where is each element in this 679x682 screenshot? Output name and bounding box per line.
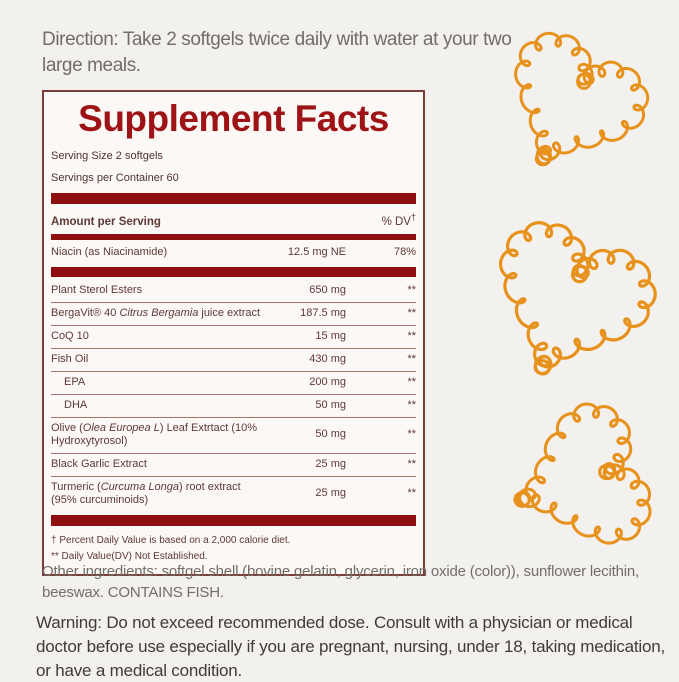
ingredient-name: BergaVit® 40 Citrus Bergamia juice extra… — [51, 306, 261, 319]
ingredient-amount: 650 mg — [309, 283, 346, 296]
ingredient-dv: ** — [407, 283, 416, 296]
table-row: DHA 50 mg ** — [51, 393, 416, 417]
ingredient-amount: 12.5 mg NE — [287, 245, 346, 258]
ingredient-name: Fish Oil — [51, 352, 89, 365]
table-row: Fish Oil 430 mg ** — [51, 347, 416, 371]
ingredient-amount: 50 mg — [315, 398, 346, 411]
divider-bar — [51, 193, 416, 204]
ingredient-dv: 78% — [393, 245, 416, 258]
curly-heart-icon — [499, 221, 657, 376]
ingredient-rows: Plant Sterol Esters 650 mg ** BergaVit® 40 … — [51, 280, 416, 512]
table-row: Black Garlic Extract 25 mg ** — [51, 452, 416, 476]
ingredient-amount: 430 mg — [309, 352, 346, 365]
amount-per-serving-label: Amount per Serving — [51, 215, 161, 228]
ingredient-name: Plant Sterol Esters — [51, 283, 143, 296]
ingredient-dv: ** — [407, 329, 416, 342]
table-row: Turmeric (Curcuma Longa) root extract (95… — [51, 475, 416, 512]
ingredient-name: Niacin (as Niacinamide) — [51, 245, 168, 258]
table-row: Niacin (as Niacinamide) 12.5 mg NE 78% — [51, 242, 416, 264]
supplement-facts-panel: Supplement Facts Serving Size 2 softgels… — [42, 90, 425, 576]
table-row: EPA 200 mg ** — [51, 370, 416, 394]
divider-bar — [51, 514, 416, 526]
warning-text: Warning: Do not exceed recommended dose.… — [36, 613, 665, 680]
ingredient-dv: ** — [407, 487, 416, 500]
servings-per-container: Servings per Container 60 — [51, 172, 179, 184]
ingredient-dv: ** — [407, 428, 416, 441]
ingredient-dv: ** — [407, 375, 416, 388]
table-row: Plant Sterol Esters 650 mg ** — [51, 280, 416, 302]
ingredient-dv: ** — [407, 398, 416, 411]
dagger-symbol: † — [410, 212, 416, 222]
table-row: CoQ 10 15 mg ** — [51, 324, 416, 348]
ingredient-name: Turmeric (Curcuma Longa) root extract (95… — [51, 480, 241, 506]
ingredient-amount: 50 mg — [315, 428, 346, 441]
ingredient-amount: 15 mg — [315, 329, 346, 342]
ingredient-dv: ** — [407, 352, 416, 365]
ingredient-name: Black Garlic Extract — [51, 457, 147, 470]
table-header-row: Amount per Serving % DV† — [51, 207, 416, 232]
niacin-row-container: Niacin (as Niacinamide) 12.5 mg NE 78% — [51, 242, 416, 264]
ingredient-name: CoQ 10 — [51, 329, 89, 342]
direction-text: Direction: Take 2 softgels twice daily w… — [42, 29, 512, 77]
other-ingredients-text: Other ingredients: softgel shell (bovine… — [42, 563, 639, 602]
supplement-facts-title: Supplement Facts — [78, 98, 389, 139]
ingredient-dv: ** — [407, 306, 416, 319]
footnotes: † Percent Daily Value is based on a 2,00… — [51, 529, 416, 566]
curly-heart-icon — [513, 402, 652, 545]
divider-bar — [51, 266, 416, 277]
curly-heart-icon — [514, 31, 650, 167]
percent-dv-label: % DV† — [381, 212, 416, 228]
divider-bar — [51, 233, 416, 240]
ingredient-amount: 25 mg — [315, 487, 346, 500]
ingredient-amount: 187.5 mg — [300, 306, 346, 319]
table-row: BergaVit® 40 Citrus Bergamia juice extra… — [51, 301, 416, 325]
serving-size: Serving Size 2 softgels — [51, 150, 163, 162]
ingredient-name: DHA — [64, 398, 88, 411]
ingredient-dv: ** — [407, 457, 416, 470]
ingredient-amount: 200 mg — [309, 375, 346, 388]
footnote-daily-value: † Percent Daily Value is based on a 2,00… — [51, 534, 291, 546]
footnote-not-established: ** Daily Value(DV) Not Established. — [51, 551, 208, 563]
ingredient-name: Olive (Olea Europea L) Leaf Extrtact (10… — [51, 421, 258, 447]
ingredient-amount: 25 mg — [315, 457, 346, 470]
table-row: Olive (Olea Europea L) Leaf Extrtact (10… — [51, 416, 416, 453]
ingredient-name: EPA — [64, 375, 86, 388]
